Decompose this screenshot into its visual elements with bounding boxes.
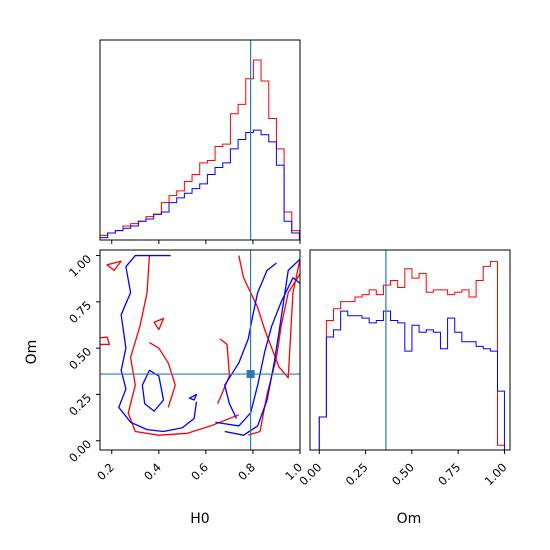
p11-xtick-label-0: 0.00 <box>296 460 324 488</box>
om-histogram-frame <box>309 249 511 451</box>
contour-red-5 <box>100 336 111 346</box>
p10-xtick-label-0: 0.2 <box>94 460 117 483</box>
x-axis-label-om: Om <box>397 511 422 527</box>
contour-frame <box>99 249 301 451</box>
h0-hist-red <box>99 59 300 240</box>
h0-hist-blue <box>99 129 300 240</box>
p10-ytick-label-0: 0.00 <box>66 437 94 465</box>
p11-xtick-label-1: 0.25 <box>343 460 371 488</box>
contour-red-6 <box>106 260 122 272</box>
contour-red-2 <box>149 342 176 408</box>
contour-blue-10 <box>215 277 300 427</box>
p11-xtick-label-4: 1.00 <box>482 460 510 488</box>
contour-red-3 <box>217 338 231 404</box>
om-hist-red <box>318 261 505 450</box>
contour-blue-11 <box>224 262 277 419</box>
p10-xtick-label-2: 0.6 <box>188 460 211 483</box>
h0-om-contour-panel: 0.2 0.4 0.6 0.8 1.00.000.250.500.751.00 <box>66 249 305 483</box>
p11-xtick-label-2: 0.50 <box>389 460 417 488</box>
x-axis-label-h0: H0 <box>190 511 209 527</box>
p11-xtick-label-3: 0.75 <box>435 460 463 488</box>
contour-blue-8 <box>118 254 198 433</box>
contour-red-1 <box>248 273 300 436</box>
p10-xtick-label-3: 0.8 <box>235 460 258 483</box>
contour-blue-9 <box>224 258 300 436</box>
h0-histogram-panel <box>99 39 301 244</box>
p10-xtick-label-1: 0.4 <box>141 460 164 483</box>
p10-ytick-label-4: 1.00 <box>66 252 94 280</box>
om-histogram-panel: 0.00 0.25 0.50 0.75 1.00 <box>296 249 511 488</box>
y-axis-label-om: Om <box>24 340 40 365</box>
p10-ytick-label-2: 0.50 <box>66 344 94 372</box>
contour-blue-13 <box>188 393 198 401</box>
contour-blue-12 <box>141 369 165 412</box>
contour-red-0 <box>127 255 240 436</box>
truth-marker <box>246 370 255 379</box>
p10-ytick-label-3: 0.75 <box>66 298 94 326</box>
p10-ytick-label-1: 0.25 <box>66 391 94 419</box>
h0-histogram-frame <box>99 39 301 241</box>
om-hist-blue <box>318 310 505 450</box>
contour-red-7 <box>153 317 165 331</box>
contour-lines <box>100 254 300 436</box>
contour-red-4 <box>238 255 300 379</box>
